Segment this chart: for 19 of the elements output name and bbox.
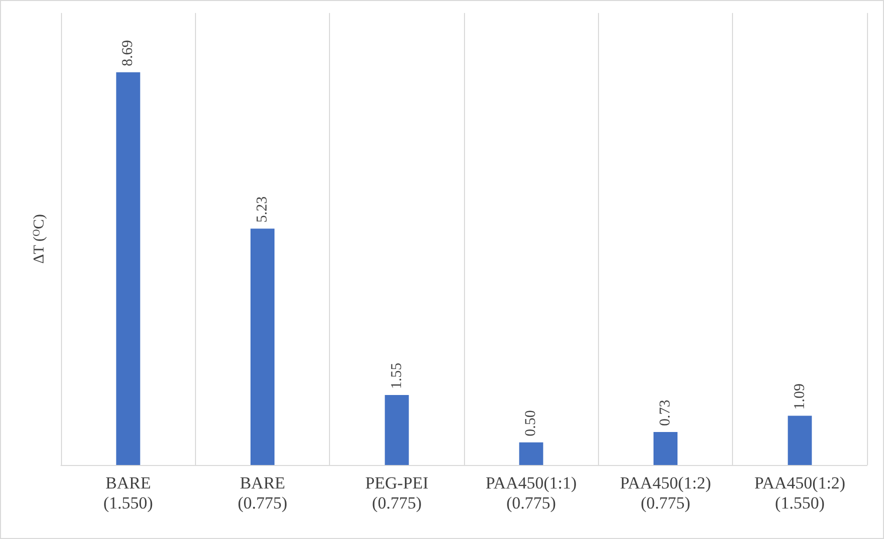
data-label: 5.23 [254, 196, 270, 223]
bar [788, 416, 812, 465]
x-tick-label: PAA450(1:2) (0.775) [620, 474, 711, 512]
x-tick-label: PAA450(1:1) (0.775) [486, 474, 577, 512]
data-label: 1.09 [792, 383, 808, 410]
x-tick-label: PEG-PEI (0.775) [365, 474, 429, 512]
data-label: 1.55 [388, 362, 405, 389]
x-tick-label: BARE (0.775) [238, 474, 288, 512]
bar [384, 394, 409, 465]
data-label: 8.69 [120, 40, 136, 66]
bar [250, 228, 274, 465]
data-label: 0.73 [658, 400, 674, 426]
data-label: 0.50 [523, 410, 540, 436]
bar [654, 432, 678, 465]
bar [116, 72, 140, 465]
x-tick-label: PAA450(1:2) (1.550) [754, 474, 846, 512]
y-axis-title: ΔT (OC) [32, 214, 48, 264]
bar [519, 442, 544, 465]
x-tick-label: BARE (1.550) [103, 474, 153, 512]
